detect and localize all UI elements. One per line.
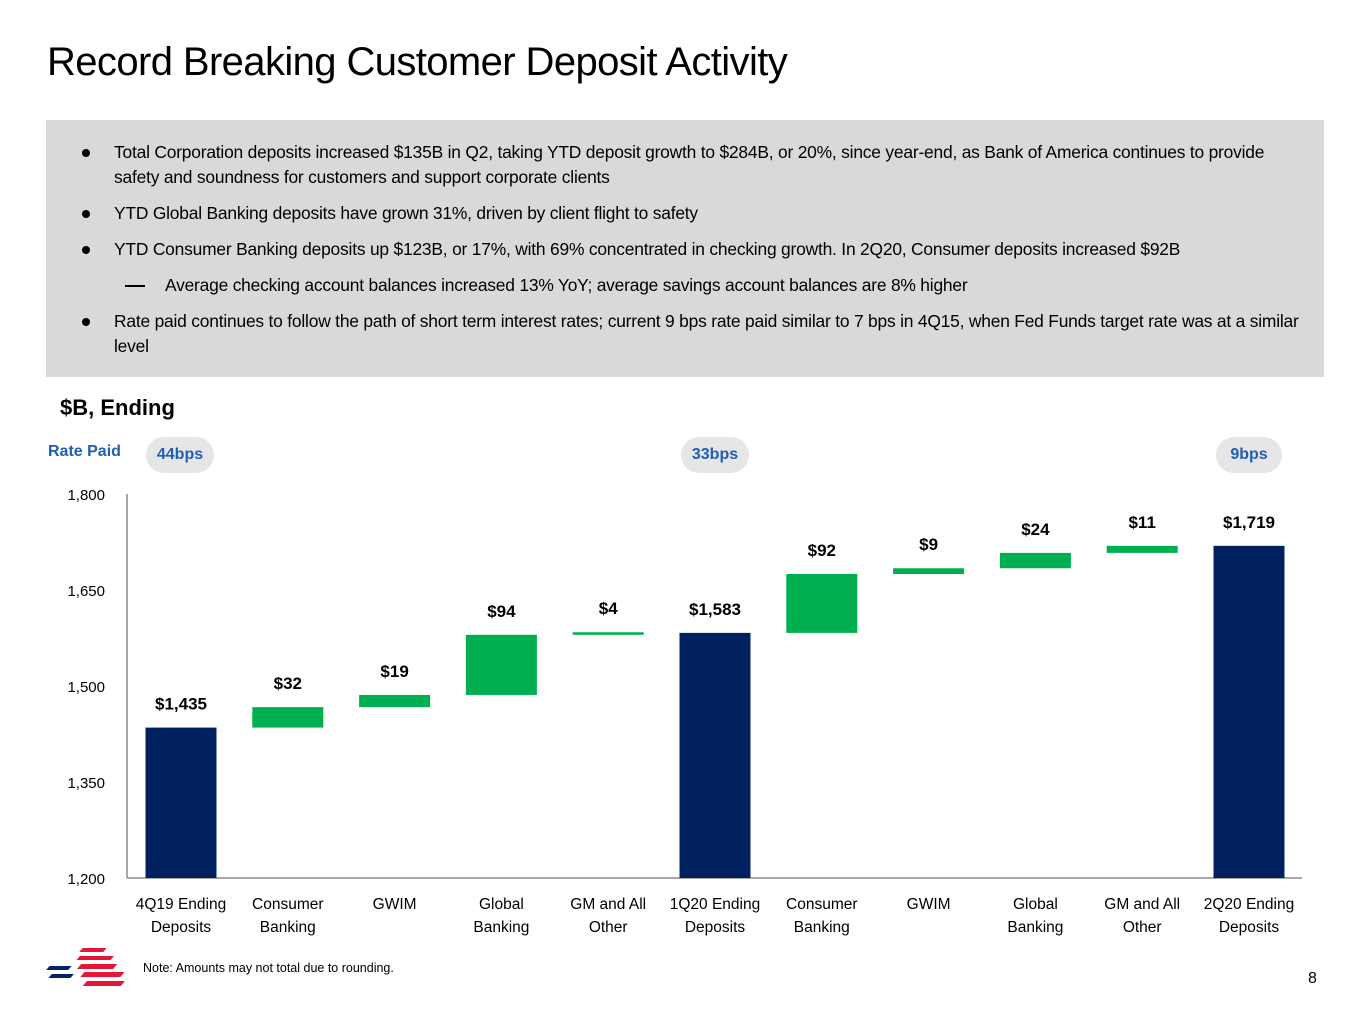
total-bar [145, 727, 217, 878]
x-tick-label: GWIM [907, 896, 951, 913]
rate-paid-label: Rate Paid [48, 443, 121, 460]
bullet-text: YTD Global Banking deposits have grown 3… [114, 203, 698, 223]
increase-bar [359, 694, 431, 708]
summary-box: Total Corporation deposits increased $13… [46, 120, 1324, 377]
y-tick-label: 1,650 [67, 583, 105, 600]
dash-icon [125, 285, 145, 287]
increase-bar [893, 568, 965, 574]
summary-bullet: Total Corporation deposits increased $13… [66, 140, 1304, 190]
x-tick-label: Banking [473, 919, 529, 936]
rate-paid-badge: 33bps [681, 437, 749, 473]
summary-sub-bullet: Average checking account balances increa… [66, 273, 1304, 298]
y-tick-label: 1,500 [67, 679, 105, 696]
x-tick-label: Global [1013, 896, 1058, 913]
increase-bar [1106, 545, 1178, 553]
bullet-dot-icon [82, 149, 90, 157]
y-tick-label: 1,200 [67, 871, 105, 888]
bullet-dot-icon [82, 318, 90, 326]
bullet-dot-icon [82, 210, 90, 218]
x-tick-label: Consumer [252, 896, 324, 913]
increase-bar [252, 707, 324, 728]
footnote: Note: Amounts may not total due to round… [143, 961, 394, 975]
data-label: $1,719 [1223, 513, 1275, 532]
increase-bar [465, 634, 537, 695]
bullet-dot-icon [82, 246, 90, 254]
bullet-text: YTD Consumer Banking deposits up $123B, … [114, 239, 1181, 259]
data-label: $94 [487, 602, 516, 621]
summary-bullet: YTD Consumer Banking deposits up $123B, … [66, 237, 1304, 262]
data-label: $24 [1021, 520, 1050, 539]
increase-bar [999, 552, 1071, 569]
x-tick-label: 4Q19 Ending [136, 896, 227, 913]
data-label: $1,435 [155, 695, 207, 714]
data-label: $1,583 [689, 600, 741, 619]
x-tick-label: Banking [794, 919, 850, 936]
x-tick-label: 2Q20 Ending [1204, 896, 1295, 913]
bullet-text: Average checking account balances increa… [165, 275, 968, 295]
x-tick-label: GWIM [373, 896, 417, 913]
data-label: $9 [919, 535, 938, 554]
bank-of-america-flag-logo-icon [46, 948, 125, 986]
x-tick-label: Banking [260, 919, 316, 936]
bullet-text: Total Corporation deposits increased $13… [114, 142, 1265, 187]
page-title: Record Breaking Customer Deposit Activit… [47, 40, 788, 84]
y-tick-label: 1,800 [67, 487, 105, 504]
summary-bullet: Rate paid continues to follow the path o… [66, 309, 1304, 359]
x-tick-label: Consumer [786, 896, 858, 913]
data-label: $4 [599, 599, 618, 618]
rate-paid-value: 33bps [691, 446, 739, 463]
x-tick-label: 1Q20 Ending [670, 896, 761, 913]
x-tick-label: GM and All [570, 896, 646, 913]
x-tick-label: Deposits [151, 919, 212, 936]
rate-paid-badge: 9bps [1216, 437, 1282, 473]
x-tick-label: GM and All [1104, 896, 1180, 913]
y-tick-label: 1,350 [67, 775, 105, 792]
data-label: $19 [380, 662, 408, 681]
x-tick-label: Deposits [685, 919, 746, 936]
data-label: $32 [274, 674, 302, 693]
x-tick-label: Deposits [1219, 919, 1280, 936]
summary-bullet: YTD Global Banking deposits have grown 3… [66, 201, 1304, 226]
data-label: $11 [1128, 513, 1155, 532]
x-tick-label: Global [479, 896, 524, 913]
chart-title: $B, Ending [60, 395, 175, 420]
rate-paid-value: 44bps [156, 446, 204, 463]
rate-paid-badge: 44bps [146, 437, 214, 473]
data-label: $92 [808, 541, 836, 560]
increase-bar [786, 574, 858, 633]
total-bar [679, 632, 751, 878]
x-tick-label: Other [1123, 919, 1162, 936]
x-tick-label: Banking [1007, 919, 1063, 936]
x-tick-label: Other [589, 919, 628, 936]
rate-paid-value: 9bps [1230, 446, 1268, 463]
increase-bar [572, 632, 644, 635]
bullet-text: Rate paid continues to follow the path o… [114, 311, 1299, 356]
page-number: 8 [1308, 970, 1317, 987]
total-bar [1213, 545, 1285, 878]
